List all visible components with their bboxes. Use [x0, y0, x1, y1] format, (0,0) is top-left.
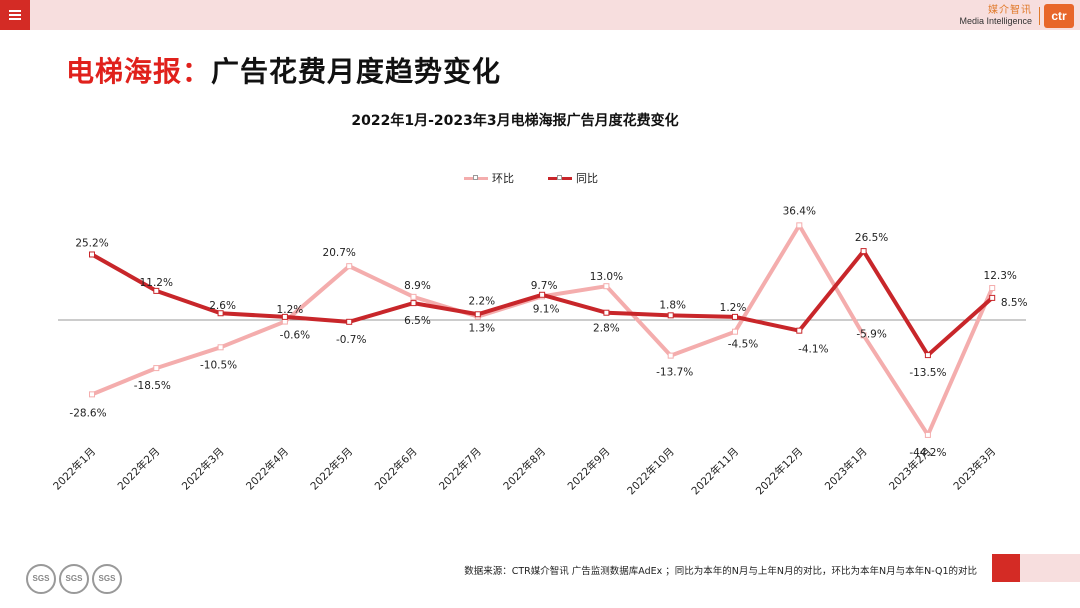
page-title-highlight: 电梯海报：: [66, 55, 212, 88]
data-label-huanbi: -28.6%: [69, 407, 106, 419]
data-label-huanbi: -0.6%: [280, 330, 310, 342]
data-label-tongbi: -4.1%: [798, 344, 828, 356]
data-label-huanbi: 12.3%: [984, 270, 1017, 282]
legend-label-tongbi: 同比: [576, 172, 598, 185]
data-point-huanbi: [346, 263, 353, 270]
legend-swatch-huanbi: [464, 175, 488, 180]
page-title: 电梯海报：广告花费月度趋势变化: [66, 50, 501, 90]
footer-pink-block: [1020, 554, 1080, 582]
sgs-badge-icon: SGS: [26, 564, 56, 594]
data-point-tongbi: [474, 311, 481, 318]
x-tick-label: 2022年7月: [436, 445, 484, 493]
data-point-tongbi: [89, 251, 95, 258]
x-tick-label: 2022年9月: [565, 445, 613, 493]
data-point-tongbi: [281, 313, 288, 320]
data-point-huanbi: [860, 332, 867, 339]
certification-badges: SGS SGS SGS: [26, 564, 122, 598]
data-point-tongbi: [346, 318, 353, 325]
data-label-huanbi: -13.7%: [656, 367, 693, 379]
data-point-tongbi: [410, 300, 417, 307]
brand-cn: 媒介智讯: [988, 5, 1032, 16]
legend-label-huanbi: 环比: [492, 172, 514, 185]
footer-accent-block: [992, 554, 1020, 582]
sgs-badge-icon: SGS: [92, 564, 122, 594]
data-point-tongbi: [539, 291, 546, 298]
data-label-tongbi: 2.2%: [468, 295, 495, 307]
data-label-tongbi: -13.5%: [909, 367, 946, 379]
data-point-tongbi: [860, 248, 867, 255]
data-point-huanbi: [410, 293, 417, 300]
data-label-huanbi: -10.5%: [200, 359, 237, 371]
data-point-tongbi: [796, 327, 803, 334]
x-tick-label: 2022年12月: [753, 445, 805, 497]
data-point-tongbi: [667, 312, 674, 319]
data-source-note: 数据来源：CTR媒介智讯 广告监测数据库AdEx ；同比为本年的N月与上年N月的…: [464, 566, 977, 577]
data-point-tongbi: [924, 352, 931, 359]
page-title-rest: 广告花费月度趋势变化: [211, 55, 502, 88]
sgs-badge-icon: SGS: [59, 564, 89, 594]
data-point-huanbi: [153, 365, 160, 372]
data-label-huanbi: 13.0%: [590, 271, 623, 283]
legend-swatch-tongbi: [548, 175, 572, 180]
data-label-huanbi: -18.5%: [134, 380, 171, 392]
data-label-tongbi: 2.6%: [209, 300, 236, 312]
x-tick-label: 2022年5月: [308, 445, 356, 493]
data-point-huanbi: [989, 285, 996, 292]
data-label-tongbi: 26.5%: [855, 232, 888, 244]
x-tick-label: 2022年1月: [50, 445, 98, 493]
ctr-logo: ctr: [1044, 4, 1074, 28]
x-tick-label: 2022年3月: [179, 445, 227, 493]
x-tick-label: 2022年11月: [689, 445, 741, 497]
data-label-tongbi: 25.2%: [75, 237, 108, 249]
data-point-huanbi: [217, 344, 224, 351]
data-label-tongbi: 2.8%: [593, 323, 620, 335]
data-label-huanbi: 1.3%: [468, 323, 495, 335]
data-label-tongbi: -0.7%: [336, 334, 366, 346]
x-tick-label: 2022年2月: [115, 445, 163, 493]
x-tick-label: 2022年6月: [372, 445, 420, 493]
brand-divider: [1039, 7, 1040, 25]
x-tick-label: 2022年4月: [243, 445, 291, 493]
data-point-huanbi: [89, 391, 95, 398]
data-point-huanbi: [924, 431, 931, 438]
hamburger-menu-icon[interactable]: [0, 0, 30, 30]
data-label-tongbi: 8.5%: [1001, 297, 1028, 309]
brand-text: 媒介智讯 Media Intelligence: [959, 5, 1032, 26]
data-point-huanbi: [796, 222, 803, 229]
data-point-tongbi: [989, 294, 996, 301]
top-bar: 媒介智讯 Media Intelligence ctr: [0, 0, 1080, 30]
data-point-tongbi: [732, 313, 738, 320]
data-point-tongbi: [217, 310, 224, 317]
data-label-tongbi: 1.8%: [659, 299, 686, 311]
data-label-tongbi: 1.2%: [277, 304, 304, 316]
x-tick-label: 2023年3月: [951, 445, 999, 493]
data-point-huanbi: [667, 352, 674, 359]
data-label-huanbi: 20.7%: [323, 247, 356, 259]
data-label-tongbi: 1.2%: [720, 302, 747, 314]
data-label-huanbi: 9.1%: [533, 303, 560, 315]
x-tick-label: 2023年1月: [822, 445, 870, 493]
data-point-huanbi: [732, 328, 738, 335]
data-point-tongbi: [153, 287, 160, 294]
data-point-huanbi: [603, 283, 610, 290]
data-point-tongbi: [603, 309, 610, 316]
data-label-huanbi: -4.5%: [728, 339, 758, 351]
x-tick-label: 2022年8月: [501, 445, 549, 493]
data-label-huanbi: 36.4%: [783, 205, 816, 217]
x-tick-label: 2022年10月: [624, 445, 676, 497]
chart-title: 2022年1月-2023年3月电梯海报广告月度花费变化: [351, 113, 679, 129]
data-label-huanbi: -5.9%: [856, 328, 886, 340]
data-label-huanbi: -44.2%: [909, 447, 946, 459]
data-label-tongbi: 9.7%: [531, 280, 558, 292]
data-label-huanbi: 8.9%: [404, 280, 431, 292]
brand-en: Media Intelligence: [959, 15, 1032, 26]
data-label-tongbi: 11.2%: [140, 277, 173, 289]
data-label-tongbi: 6.5%: [404, 315, 431, 327]
